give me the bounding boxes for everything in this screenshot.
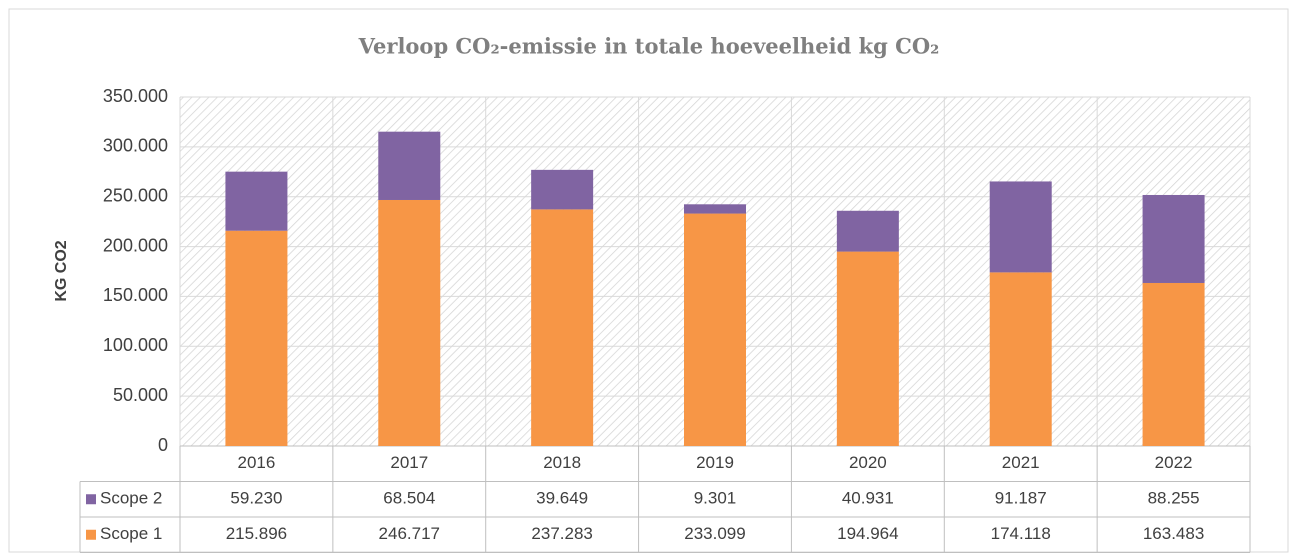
legend-label: Scope 2 xyxy=(100,489,162,508)
bar-segment xyxy=(989,181,1052,273)
data-label: 246.717 xyxy=(379,524,440,543)
y-tick-label: 300.000 xyxy=(103,136,168,156)
y-tick-label: 100.000 xyxy=(103,335,168,355)
x-tick-label: 2016 xyxy=(238,453,276,472)
bar-segment xyxy=(684,213,746,446)
bar-segment xyxy=(684,204,746,214)
data-label: 39.649 xyxy=(536,489,588,508)
y-tick-label: 350.000 xyxy=(103,86,168,106)
bar-segment xyxy=(1142,282,1205,446)
x-tick-label: 2018 xyxy=(543,453,581,472)
data-label: 88.255 xyxy=(1148,489,1200,508)
data-label: 174.118 xyxy=(991,524,1051,543)
data-label: 9.301 xyxy=(694,489,737,508)
bar-segment xyxy=(378,199,441,446)
x-tick-label: 2019 xyxy=(696,453,734,472)
bar-segment xyxy=(531,169,594,210)
bar-segment xyxy=(531,209,594,446)
data-label: 40.931 xyxy=(842,489,894,508)
data-label: 163.483 xyxy=(1143,524,1204,543)
chart-title: Verloop CO₂-emissie in totale hoeveelhei… xyxy=(358,34,940,59)
bar-segment xyxy=(989,272,1052,446)
bar-segment xyxy=(378,131,441,200)
data-label: 194.964 xyxy=(837,524,898,543)
y-tick-label: 250.000 xyxy=(103,185,168,205)
bar-segment xyxy=(836,251,899,446)
data-label: 233.099 xyxy=(684,524,745,543)
y-tick-label: 50.000 xyxy=(113,385,168,405)
data-label: 215.896 xyxy=(226,524,287,543)
data-label: 91.187 xyxy=(995,489,1047,508)
data-label: 68.504 xyxy=(383,489,435,508)
bar-segment xyxy=(225,171,288,231)
y-tick-label: 0 xyxy=(158,435,168,455)
y-tick-label: 200.000 xyxy=(103,235,168,255)
legend-swatch xyxy=(86,529,96,540)
x-tick-label: 2021 xyxy=(1002,453,1040,472)
legend-label: Scope 1 xyxy=(100,524,162,543)
y-axis-label: KG CO2 xyxy=(53,240,70,301)
legend-swatch xyxy=(86,494,96,505)
bar-segment xyxy=(225,230,288,446)
bar-segment xyxy=(836,210,899,252)
x-tick-label: 2022 xyxy=(1155,453,1193,472)
data-label: 59.230 xyxy=(230,489,282,508)
x-tick-label: 2017 xyxy=(390,453,428,472)
data-label: 237.283 xyxy=(531,524,592,543)
x-tick-label: 2020 xyxy=(849,453,887,472)
bar-segment xyxy=(1142,194,1205,283)
y-tick-label: 150.000 xyxy=(103,285,168,305)
